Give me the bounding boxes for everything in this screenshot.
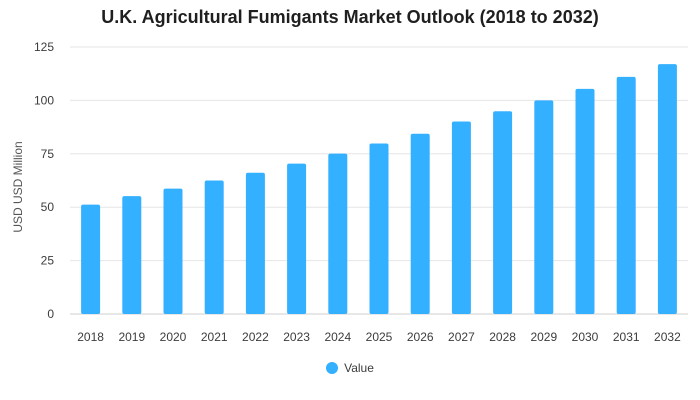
bar-2030[interactable]	[575, 88, 595, 314]
x-tick-label: 2030	[572, 330, 599, 344]
bar-2028[interactable]	[493, 111, 513, 314]
y-tick-label: 100	[34, 93, 54, 107]
x-axis-ticks: 2018 2019 2020 2021 2022 2023 2024 2025 2026 2027…	[77, 330, 681, 344]
x-tick-label: 2020	[160, 330, 187, 344]
x-tick-label: 2023	[283, 330, 310, 344]
bar-2032[interactable]	[657, 64, 677, 314]
legend-label: Value	[344, 361, 374, 375]
legend: Value	[0, 361, 700, 375]
x-tick-label: 2021	[201, 330, 228, 344]
x-tick-label: 2029	[530, 330, 557, 344]
y-tick-label: 50	[41, 200, 55, 214]
bar-2019[interactable]	[122, 196, 142, 314]
bar-2023[interactable]	[287, 163, 307, 314]
x-tick-label: 2032	[654, 330, 681, 344]
x-tick-label: 2031	[613, 330, 640, 344]
y-tick-label: 25	[41, 254, 55, 268]
x-tick-label: 2019	[118, 330, 145, 344]
bar-2020[interactable]	[163, 188, 183, 314]
bar-2022[interactable]	[245, 172, 265, 314]
chart-title: U.K. Agricultural Fumigants Market Outlo…	[101, 7, 599, 27]
legend-swatch	[326, 362, 339, 374]
x-tick-label: 2024	[324, 330, 351, 344]
bar-2025[interactable]	[369, 143, 389, 314]
x-tick-label: 2028	[489, 330, 516, 344]
x-tick-label: 2025	[366, 330, 393, 344]
x-tick-label: 2026	[407, 330, 434, 344]
bar-2031[interactable]	[616, 76, 636, 315]
y-tick-label: 75	[41, 147, 55, 161]
y-tick-label: 125	[34, 40, 54, 54]
bar-2029[interactable]	[534, 100, 554, 315]
bar-2027[interactable]	[451, 121, 471, 314]
x-tick-label: 2018	[77, 330, 104, 344]
bar-2024[interactable]	[328, 153, 348, 314]
y-axis-ticks: 0 25 50 75 100 125	[34, 40, 54, 321]
bar-2026[interactable]	[410, 133, 430, 314]
bars	[81, 64, 677, 315]
x-tick-label: 2022	[242, 330, 269, 344]
bar-2021[interactable]	[204, 180, 224, 315]
bar-2018[interactable]	[81, 204, 101, 314]
y-axis-title: USD USD Million	[11, 141, 25, 232]
x-tick-label: 2027	[448, 330, 475, 344]
y-tick-label: 0	[47, 307, 54, 321]
